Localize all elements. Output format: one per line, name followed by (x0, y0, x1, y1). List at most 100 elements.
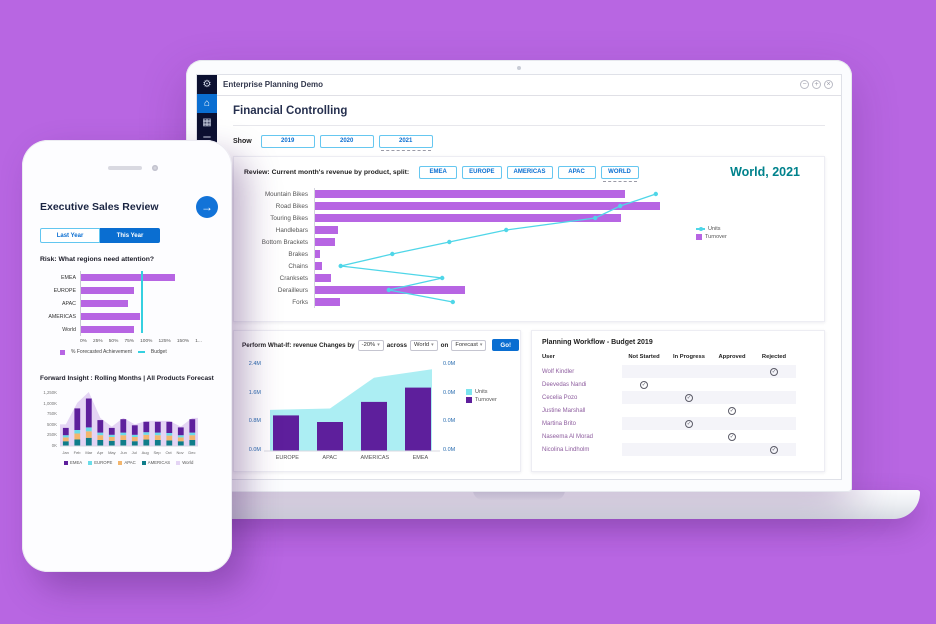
status-cell: ✓ (752, 365, 796, 378)
sidebar-item[interactable]: ▦ (197, 113, 217, 132)
app-title: Enterprise Planning Demo (223, 80, 324, 89)
chevron-down-icon: ▾ (377, 342, 380, 348)
laptop-lid-notch (473, 490, 565, 500)
axis-tick: 0% (80, 339, 87, 344)
show-label: Show (233, 138, 252, 145)
axis-tick: 0.8M (248, 418, 261, 425)
app-titlebar: Enterprise Planning Demo − + × (197, 75, 841, 96)
achievement-bar[interactable] (81, 326, 134, 333)
year-button-2019[interactable]: 2019 (260, 135, 315, 148)
turnover-bar[interactable] (315, 190, 625, 198)
turnover-bar[interactable] (315, 262, 323, 270)
status-cell (752, 430, 796, 443)
workflow-table-header: User Not Started In Progress Approved Reject… (542, 354, 814, 365)
phone-camera-icon (152, 165, 158, 171)
workflow-panel: Planning Workflow - Budget 2019 User Not … (531, 330, 825, 472)
y-axis-right: 0.0M 0.0M 0.0M 0.0M (440, 361, 462, 453)
table-row: Martina Brito ✓ (542, 417, 814, 430)
category-label: Cranksets (279, 274, 308, 282)
review-label: Review: Current month's revenue by produ… (244, 168, 410, 176)
turnover-bar[interactable] (315, 238, 335, 246)
column-header: Approved (718, 354, 746, 360)
legend-label: Budget (150, 349, 167, 355)
change-select[interactable]: -20% ▾ (357, 339, 384, 351)
workflow-title: Planning Workflow - Budget 2019 (542, 339, 653, 346)
region-button-apac[interactable]: APAC (557, 165, 596, 179)
turnover-bar[interactable] (315, 298, 340, 306)
user-name[interactable]: Martina Brito (542, 420, 577, 427)
region-select[interactable]: World ▾ (410, 339, 438, 351)
table-row: Justine Marshall ✓ (542, 404, 814, 417)
bar-track (80, 323, 199, 336)
axis-tick: Sep (153, 450, 161, 455)
axis-tick: Apr (97, 450, 104, 455)
toggle-this-year[interactable]: This Year (100, 228, 160, 243)
achievement-bar[interactable] (81, 300, 129, 307)
bar-track (80, 310, 199, 323)
region-button-europe[interactable]: EUROPE (462, 165, 502, 179)
turnover-bar[interactable] (315, 274, 332, 282)
turnover-bar[interactable] (315, 202, 661, 210)
budget-threshold-line (141, 271, 143, 333)
axis-tick: EUROPE (275, 455, 299, 461)
region-button-group: EMEA EUROPE AMERICAS APAC WORLD (419, 165, 639, 182)
phone-screen: Executive Sales Review → Last Year This Y… (40, 196, 218, 465)
version-select[interactable]: Forecast ▾ (451, 339, 487, 351)
sidebar-item[interactable]: ⚙ (197, 75, 217, 94)
achievement-bar[interactable] (81, 313, 141, 320)
maximize-icon[interactable]: + (812, 80, 821, 89)
year-button-group: 2019 2020 2021 (260, 135, 433, 151)
page-title: Financial Controlling (233, 105, 825, 126)
user-name[interactable]: Deevedas Nandi (542, 381, 587, 388)
axis-tick: 2.4M (248, 361, 261, 367)
risk-chart-row: EUROPE (40, 284, 218, 297)
revenue-by-product-chart: Mountain Bikes Road Bikes Touring Bikes Han… (244, 188, 814, 310)
forward-legend: EMEA EUROPE APAC AMERICAS World (64, 460, 218, 465)
legend-label: World (182, 460, 194, 465)
achievement-bar[interactable] (81, 274, 176, 281)
region-button-americas[interactable]: AMERICAS (506, 165, 553, 179)
status-check-icon: ✓ (728, 432, 736, 441)
axis-tick: 100% (140, 339, 153, 344)
review-legend: Units Turnover (696, 226, 727, 242)
turnover-bar[interactable] (315, 214, 622, 222)
close-icon[interactable]: × (824, 80, 833, 89)
risk-question-label: Risk: What regions need attention? (40, 256, 155, 263)
year-button-2021[interactable]: 2021 (378, 135, 433, 151)
user-name[interactable]: Justine Marshall (542, 407, 586, 414)
category-label: APAC (61, 300, 76, 307)
toggle-last-year[interactable]: Last Year (40, 228, 100, 243)
region-button-emea[interactable]: EMEA (419, 165, 458, 179)
bar-track (314, 296, 671, 308)
go-button[interactable]: Go! (492, 339, 520, 351)
user-name[interactable]: Wolf Kindler (542, 368, 575, 375)
whatif-controls: Perform What-If: revenue Changes by -20%… (242, 339, 520, 351)
year-button-2020[interactable]: 2020 (319, 135, 374, 148)
review-chart-row: Derailleurs (244, 284, 814, 296)
user-name[interactable]: Nicolina Lindholm (542, 446, 590, 453)
axis-tick: 750K (46, 411, 57, 417)
region-button-world[interactable]: WORLD (600, 165, 639, 182)
change-value: -20% (361, 342, 376, 348)
turnover-bar[interactable] (315, 250, 321, 258)
square-marker-icon (141, 460, 146, 465)
axis-tick: 0.0M (443, 418, 456, 425)
next-arrow-button[interactable]: → (196, 196, 218, 218)
user-name[interactable]: Naseema Al Morad (542, 433, 594, 440)
turnover-bar[interactable] (315, 226, 339, 234)
status-cell (712, 417, 752, 430)
whatif-panel: Perform What-If: revenue Changes by -20%… (233, 330, 521, 472)
review-chart-row: Bottom Brackets (244, 236, 814, 248)
turnover-bar[interactable] (315, 286, 465, 294)
status-cell (752, 391, 796, 404)
user-name[interactable]: Cecelia Pozo (542, 394, 578, 401)
status-cell: ✓ (666, 417, 712, 430)
axis-tick: APAC (322, 455, 337, 461)
sidebar-item[interactable]: ⌂ (197, 94, 217, 113)
axis-tick: 125% (158, 339, 171, 344)
achievement-bar[interactable] (81, 287, 134, 294)
laptop-screen: Enterprise Planning Demo −+× ⚙⌂▦☰◧ Finan… (186, 60, 852, 492)
legend-label: Units (708, 226, 721, 232)
minimize-icon[interactable]: − (800, 80, 809, 89)
